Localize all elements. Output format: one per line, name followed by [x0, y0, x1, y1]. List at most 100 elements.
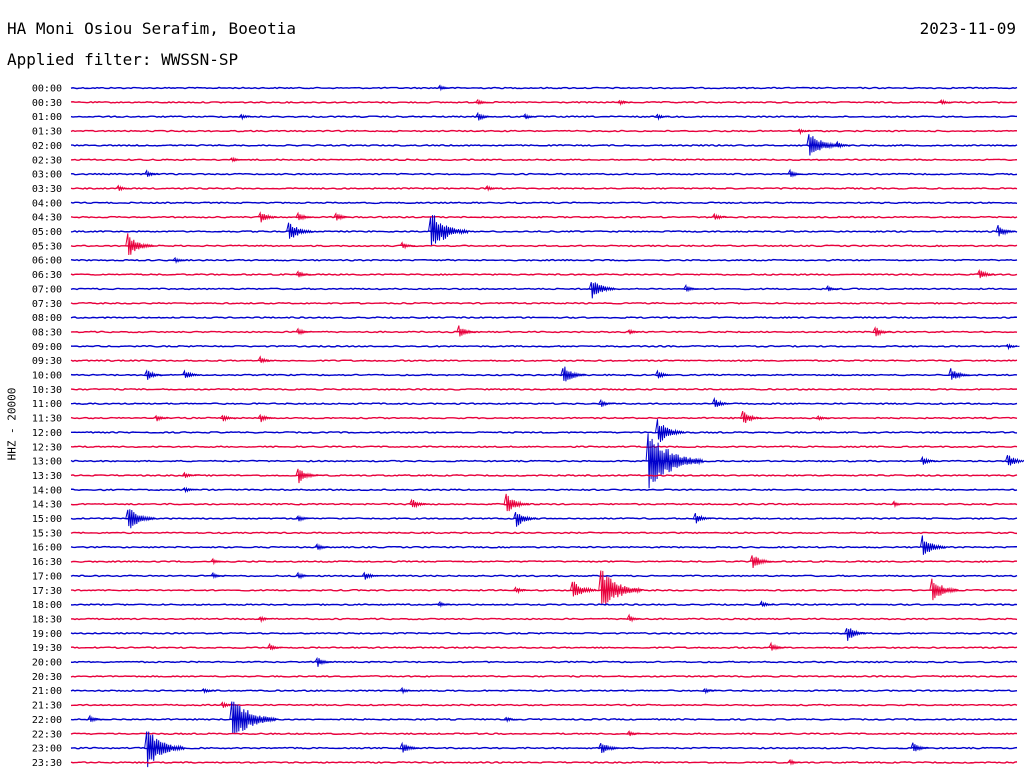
trace-line [70, 588, 1018, 592]
trace-line [70, 732, 1018, 736]
seismic-event [815, 415, 831, 422]
trace-time-label: 11:30 [32, 414, 62, 425]
seismic-event [144, 731, 186, 768]
seismic-event [797, 128, 812, 136]
seismic-event [182, 471, 197, 478]
seismic-event [286, 222, 313, 239]
trace-time-label: 10:30 [32, 385, 62, 396]
trace-time-label: 16:30 [32, 557, 62, 568]
trace-line [70, 344, 1018, 348]
trace-line [70, 746, 1018, 750]
seismic-event [295, 327, 312, 336]
trace-time-label: 13:30 [32, 471, 62, 482]
seismic-event [891, 500, 907, 509]
seismic-event [295, 468, 319, 484]
seismic-event [475, 111, 494, 121]
seismic-event [910, 742, 930, 752]
trace-time-label: 11:00 [32, 399, 62, 410]
trace-line [70, 474, 1018, 477]
trace-line [70, 158, 1018, 162]
trace-time-label: 03:00 [32, 170, 62, 181]
seismic-event [409, 498, 428, 509]
seismic-event [219, 701, 236, 709]
trace-line [70, 646, 1018, 650]
seismic-event [144, 369, 163, 380]
trace-line [70, 172, 1018, 176]
seismic-event [740, 410, 763, 424]
trace-line [70, 545, 1018, 549]
seismic-event [598, 398, 615, 407]
trace-time-label: 20:00 [32, 658, 62, 669]
trace-line [70, 301, 1018, 305]
seismic-event [806, 134, 840, 156]
trace-line [70, 703, 1018, 707]
seismic-event [560, 366, 587, 382]
seismic-event [257, 413, 276, 423]
seismic-event [787, 758, 803, 766]
seismic-event [825, 284, 840, 292]
trace-time-label: 18:30 [32, 614, 62, 625]
trace-line [70, 531, 1018, 535]
seismic-event [314, 656, 334, 667]
seismic-event [182, 369, 201, 378]
seismic-event [295, 571, 312, 580]
trace-line [70, 201, 1018, 205]
trace-time-label: 05:00 [32, 227, 62, 238]
seismic-event [257, 211, 278, 223]
seismic-event [929, 578, 960, 601]
trace-line [70, 258, 1018, 262]
trace-line [70, 416, 1018, 420]
trace-time-label: 04:00 [32, 198, 62, 209]
trace-time-label: 17:30 [32, 586, 62, 597]
trace-line [70, 144, 1018, 147]
trace-time-label: 09:00 [32, 342, 62, 353]
seismic-event [399, 741, 420, 753]
trace-time-label: 08:30 [32, 327, 62, 338]
seismic-event [503, 493, 530, 512]
seismic-event [692, 512, 712, 524]
seismic-event [210, 571, 226, 580]
seismic-event [598, 743, 621, 753]
seismic-event [295, 211, 314, 221]
trace-line [70, 316, 1018, 319]
trace-time-label: 06:30 [32, 270, 62, 281]
trace-line [70, 230, 1018, 233]
trace-time-label: 10:00 [32, 371, 62, 382]
trace-time-label: 14:00 [32, 485, 62, 496]
trace-time-label: 16:00 [32, 543, 62, 554]
seismic-event [768, 641, 787, 651]
trace-time-label: 02:30 [32, 155, 62, 166]
trace-time-label: 20:30 [32, 672, 62, 683]
trace-time-label: 15:00 [32, 514, 62, 525]
seismic-event [569, 581, 597, 597]
seismic-event [456, 325, 477, 337]
trace-time-label: 07:00 [32, 284, 62, 295]
trace-line [70, 387, 1018, 391]
seismic-event [257, 615, 273, 624]
seismic-event [588, 282, 616, 299]
seismic-event [201, 687, 216, 694]
station-title: HA Moni Osiou Serafim, Boeotia [7, 19, 296, 38]
seismic-event [295, 270, 312, 278]
trace-time-label: 02:00 [32, 141, 62, 152]
trace-line [70, 502, 1018, 506]
trace-time-label: 03:30 [32, 184, 62, 195]
trace-time-label: 19:30 [32, 643, 62, 654]
seismic-event [333, 212, 352, 221]
trace-time-label: 12:30 [32, 442, 62, 453]
trace-time-label: 21:30 [32, 701, 62, 712]
trace-time-label: 01:30 [32, 127, 62, 138]
trace-line [70, 287, 1018, 291]
trace-time-label: 12:00 [32, 428, 62, 439]
trace-time-label: 13:00 [32, 457, 62, 468]
seismic-event [295, 514, 312, 522]
trace-time-label: 22:00 [32, 715, 62, 726]
seismic-event [210, 557, 226, 566]
seismic-event [115, 184, 131, 192]
seismic-event [711, 396, 731, 407]
trace-line [70, 718, 1018, 721]
seismic-event [919, 455, 938, 465]
seismic-event [475, 98, 490, 105]
seismic-event [626, 613, 643, 623]
seismic-event [399, 241, 416, 250]
